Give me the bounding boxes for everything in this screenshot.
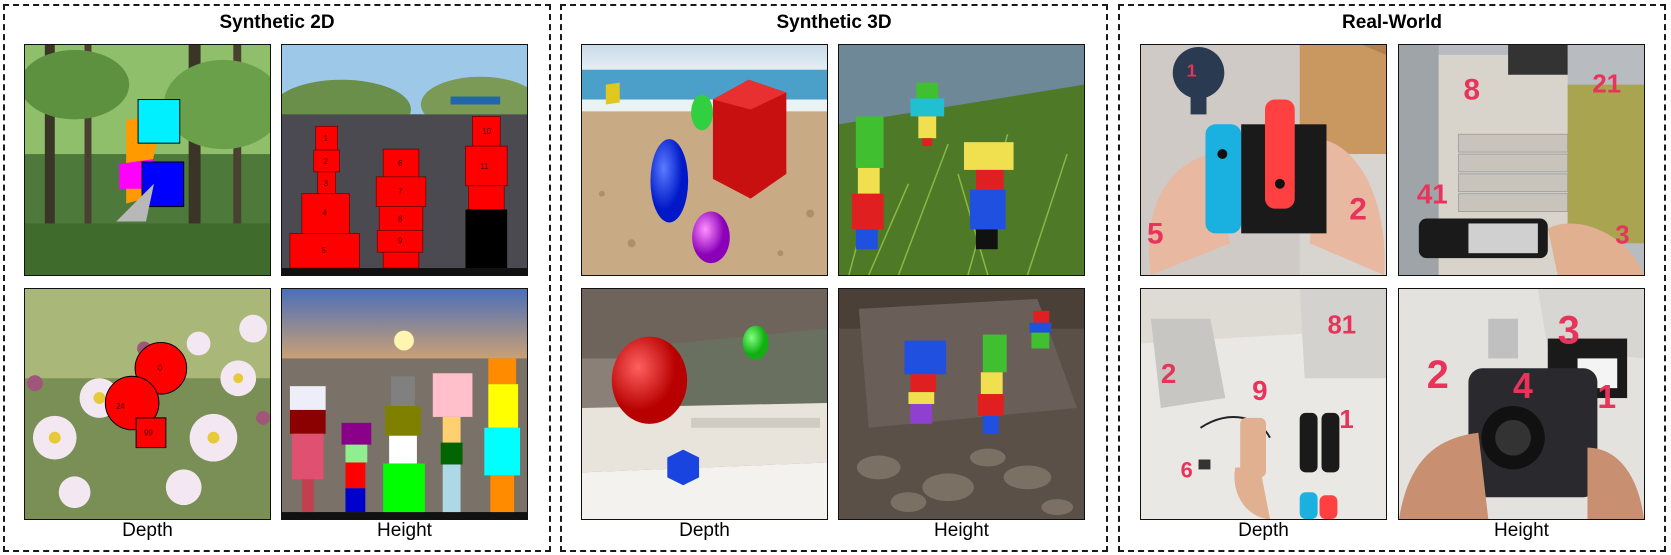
panel-title: Synthetic 2D	[219, 12, 335, 33]
real-world-depth-image-1: 1 5 2	[1140, 44, 1387, 276]
depth-column-label: Depth	[679, 520, 730, 541]
svg-text:3: 3	[1558, 309, 1580, 353]
real-world-depth-image-2: 81 2 9 1 6	[1140, 288, 1387, 520]
panel-synthetic-3d: Synthetic 3D	[560, 4, 1108, 552]
panel-real-world: Real-World	[1118, 4, 1666, 552]
synthetic-2d-height-image-1: 1 2 3 4 5 6 7 8 9 10 11	[281, 44, 528, 276]
svg-text:1: 1	[1597, 378, 1616, 416]
synthetic-3d-height-image-1	[838, 44, 1085, 276]
svg-text:2: 2	[1161, 358, 1176, 389]
svg-text:81: 81	[1327, 312, 1356, 340]
synthetic-3d-depth-image-1	[581, 44, 828, 276]
height-column-label: Height	[934, 520, 989, 541]
synthetic-2d-depth-image-2: 0 24 99	[24, 288, 271, 520]
svg-text:11: 11	[480, 162, 489, 171]
svg-text:2: 2	[1349, 190, 1367, 226]
synthetic-3d-height-image-2	[838, 288, 1085, 520]
svg-text:1: 1	[1187, 61, 1197, 81]
svg-text:41: 41	[1417, 179, 1448, 210]
panel-title: Real-World	[1342, 12, 1442, 33]
svg-text:4: 4	[323, 209, 328, 218]
svg-text:2: 2	[1427, 353, 1449, 397]
svg-text:6: 6	[1181, 457, 1193, 482]
real-world-height-image-1: 8 21 41 3	[1398, 44, 1645, 276]
svg-text:5: 5	[322, 246, 327, 255]
depth-column-label: Depth	[1238, 520, 1289, 541]
svg-text:10: 10	[482, 127, 491, 136]
svg-text:4: 4	[1513, 366, 1533, 406]
panel-synthetic-2d: Synthetic 2D	[3, 4, 551, 552]
svg-text:1: 1	[1339, 406, 1353, 434]
height-column-label: Height	[1494, 520, 1549, 541]
svg-text:2: 2	[324, 157, 328, 166]
svg-text:99: 99	[144, 429, 153, 438]
real-world-height-image-2: 2 4 3 1	[1398, 288, 1645, 520]
svg-text:8: 8	[398, 214, 403, 223]
svg-text:3: 3	[324, 179, 329, 188]
svg-text:9: 9	[1252, 375, 1267, 406]
depth-column-label: Depth	[122, 520, 173, 541]
svg-text:1: 1	[324, 134, 329, 143]
height-column-label: Height	[377, 520, 432, 541]
svg-text:3: 3	[1615, 221, 1629, 249]
svg-text:5: 5	[1147, 217, 1164, 250]
svg-text:8: 8	[1463, 74, 1480, 107]
panel-title: Synthetic 3D	[776, 12, 892, 33]
svg-text:24: 24	[116, 402, 125, 411]
svg-text:0: 0	[158, 363, 163, 372]
synthetic-2d-depth-image-1	[24, 44, 271, 276]
synthetic-3d-depth-image-2	[581, 288, 828, 520]
svg-text:21: 21	[1592, 71, 1621, 99]
svg-text:7: 7	[398, 188, 402, 197]
synthetic-2d-height-image-2	[281, 288, 528, 520]
svg-text:6: 6	[398, 159, 403, 168]
svg-text:9: 9	[398, 236, 403, 245]
